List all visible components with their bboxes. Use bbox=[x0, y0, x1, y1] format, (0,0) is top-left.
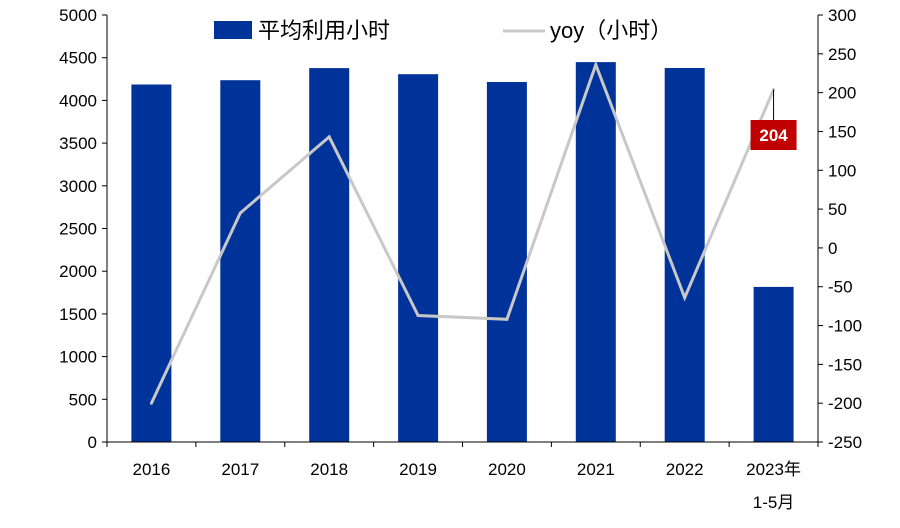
y-left-tick-label: 3500 bbox=[59, 134, 97, 153]
y-right-tick-label: 100 bbox=[828, 161, 856, 180]
y-left-tick-label: 4500 bbox=[59, 49, 97, 68]
x-tick-label: 2018 bbox=[310, 460, 348, 479]
y-right-tick-label: -150 bbox=[828, 355, 862, 374]
x-tick-label: 2021 bbox=[577, 460, 615, 479]
line-point-yoy bbox=[327, 135, 331, 139]
x-tick-label-line: 2017 bbox=[221, 460, 259, 479]
x-tick-label: 2019 bbox=[399, 460, 437, 479]
line-point-yoy bbox=[505, 317, 509, 321]
x-tick-label-line: 2020 bbox=[488, 460, 526, 479]
y-left-tick-label: 1500 bbox=[59, 305, 97, 324]
y-left-tick-label: 2000 bbox=[59, 262, 97, 281]
line-point-yoy bbox=[238, 211, 242, 215]
x-tick-label: 2020 bbox=[488, 460, 526, 479]
x-tick-label-line: 2021 bbox=[577, 460, 615, 479]
y-right-tick-label: 150 bbox=[828, 122, 856, 141]
bar-2018 bbox=[309, 68, 350, 442]
bar-2023年 bbox=[753, 286, 794, 442]
annotation-box bbox=[750, 120, 797, 150]
y-right-tick-label: 250 bbox=[828, 45, 856, 64]
x-tick-label-line: 2023年 bbox=[746, 460, 801, 479]
y-left-tick-label: 4000 bbox=[59, 91, 97, 110]
bar-2017 bbox=[220, 80, 261, 442]
x-tick-label-line: 2022 bbox=[666, 460, 704, 479]
y-left-tick-label: 1000 bbox=[59, 348, 97, 367]
y-left-tick-label: 500 bbox=[69, 390, 97, 409]
x-tick-label: 2016 bbox=[133, 460, 171, 479]
line-point-yoy bbox=[594, 63, 598, 67]
bar-2016 bbox=[131, 84, 172, 442]
legend-line-label: yoy（小时） bbox=[550, 18, 672, 43]
y-right-tick-label: -50 bbox=[828, 278, 853, 297]
y-right-tick-label: -250 bbox=[828, 433, 862, 452]
legend-bar-label: 平均利用小时 bbox=[258, 18, 390, 43]
y-right-tick-label: -100 bbox=[828, 317, 862, 336]
y-left-tick-label: 0 bbox=[88, 433, 97, 452]
y-left-tick-label: 5000 bbox=[59, 6, 97, 25]
bar-2020 bbox=[486, 82, 527, 442]
bar-2019 bbox=[398, 74, 439, 442]
x-tick-label-line: 2018 bbox=[310, 460, 348, 479]
line-point-yoy bbox=[772, 88, 776, 91]
y-left-tick-label: 3000 bbox=[59, 177, 97, 196]
line-point-yoy bbox=[149, 401, 153, 405]
y-right-tick-label: 300 bbox=[828, 6, 856, 25]
line-point-yoy bbox=[416, 314, 420, 317]
line-point-yoy bbox=[683, 296, 687, 300]
x-tick-label-line: 2019 bbox=[399, 460, 437, 479]
y-right-tick-label: 0 bbox=[828, 239, 837, 258]
y-right-tick-label: 50 bbox=[828, 200, 847, 219]
x-tick-label: 2023年 1-5月 bbox=[746, 460, 801, 512]
x-tick-label: 2017 bbox=[221, 460, 259, 479]
x-tick-label-line: 1-5月 bbox=[753, 493, 795, 512]
y-left-tick-label: 2500 bbox=[59, 220, 97, 239]
bar-2021 bbox=[575, 62, 616, 442]
bar-2022 bbox=[664, 68, 705, 442]
x-tick-label-line: 2016 bbox=[133, 460, 171, 479]
y-right-tick-label: -200 bbox=[828, 394, 862, 413]
y-right-tick-label: 200 bbox=[828, 84, 856, 103]
line-series-yoy bbox=[150, 60, 775, 404]
legend-bar-swatch bbox=[214, 21, 252, 39]
annotation-label: 204 bbox=[759, 126, 788, 145]
x-tick-label: 2022 bbox=[666, 460, 704, 479]
